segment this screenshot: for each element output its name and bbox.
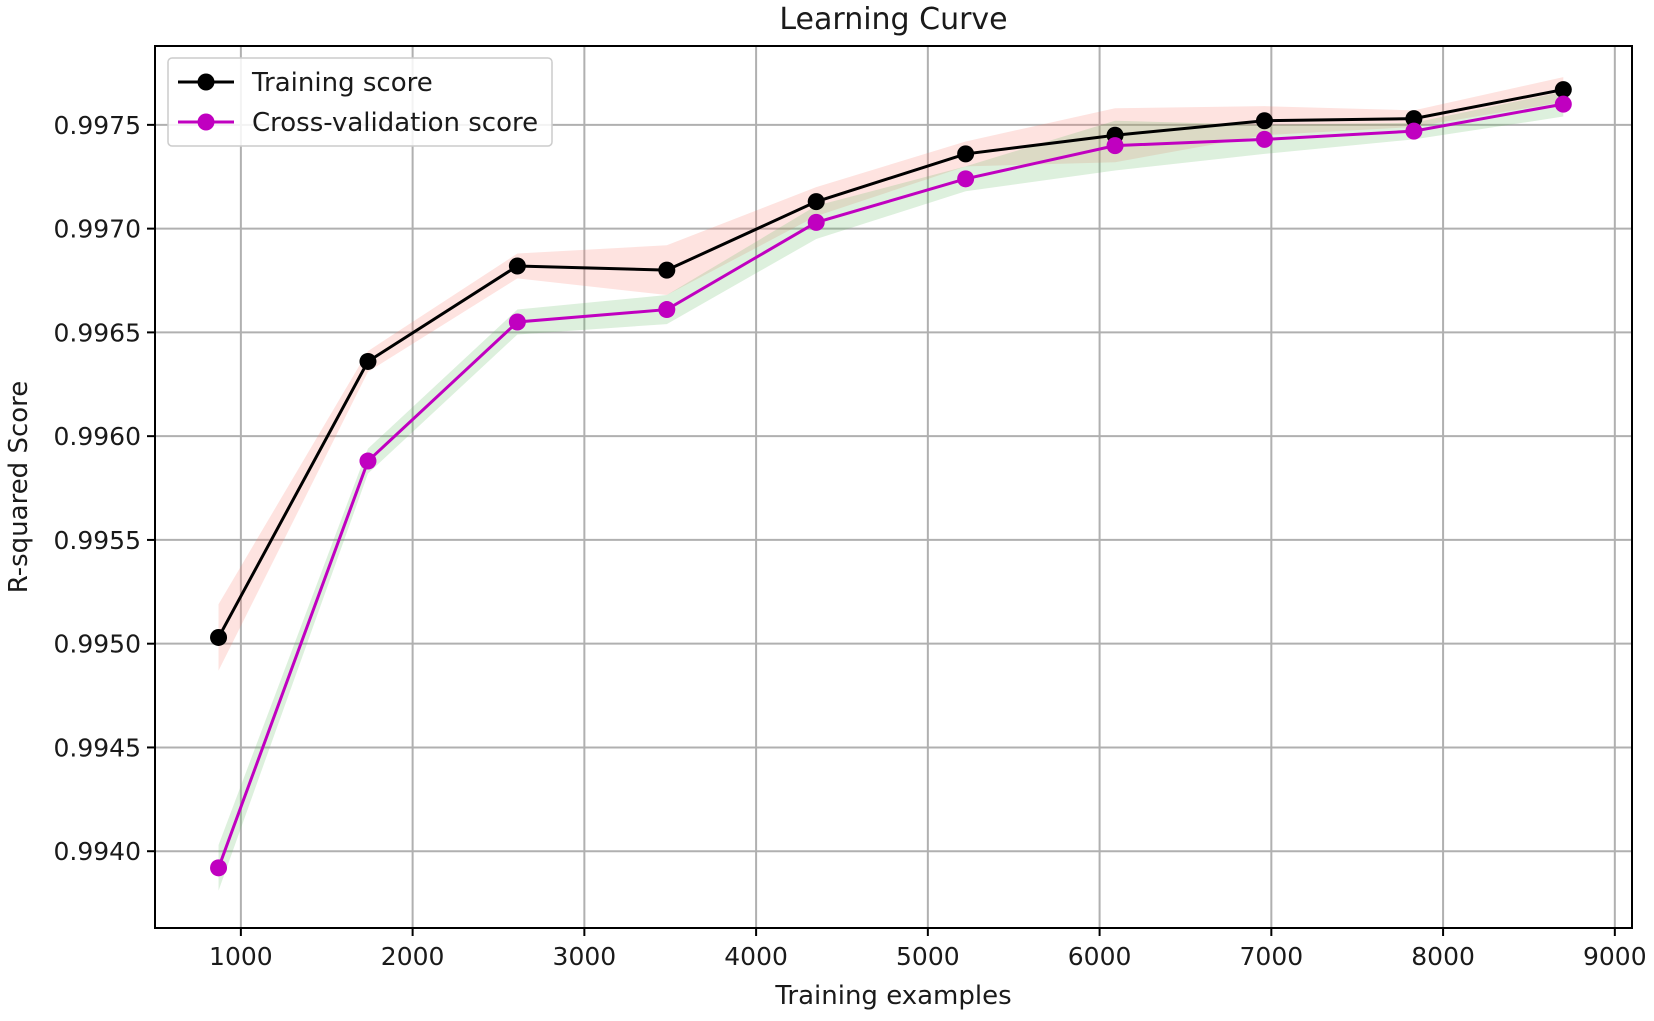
series-lines [217,88,1564,869]
legend-items: Training score Cross-validation score [178,68,538,138]
series-markers [210,81,1572,877]
data-point-training [1255,112,1273,130]
legend-marker-training [197,73,215,91]
y-tick-label: 0.9965 [54,318,141,347]
x-tick-label: 1000 [209,942,273,971]
x-tick-label: 5000 [896,942,960,971]
data-point-training [807,193,825,211]
data-point-training [1554,81,1572,99]
x-tick-label: 9000 [1583,942,1647,971]
legend-box [167,57,553,147]
data-point-cross-validation [658,301,676,319]
data-point-cross-validation [359,452,377,470]
data-point-training [359,352,377,370]
x-axis-label: Training examples [774,981,1011,1011]
legend-label-training: Training score [251,68,433,98]
y-tick-label: 0.9970 [54,215,141,244]
data-point-cross-validation [807,213,825,231]
y-tick-label: 0.9955 [54,526,141,555]
data-point-cross-validation [957,170,975,188]
plot-frame [154,45,1633,929]
data-point-training [1405,110,1423,128]
data-point-cross-validation [210,859,228,877]
y-tick-label: 0.9950 [54,630,141,659]
data-point-cross-validation [1106,137,1124,155]
x-tick-label: 6000 [1068,942,1132,971]
series-line-cross-validation [217,102,1564,869]
series-line-training [217,88,1564,639]
y-axis-label: R-squared Score [4,381,34,594]
data-point-cross-validation [508,313,526,331]
data-point-cross-validation [1554,95,1572,113]
chart-title: Learning Curve [779,2,1007,37]
x-tick-label: 2000 [381,942,445,971]
x-tick-label: 3000 [553,942,617,971]
y-tick-label: 0.9960 [54,422,141,451]
x-tick-label: 7000 [1240,942,1304,971]
data-point-training [957,145,975,163]
legend-marker-cross-validation [197,113,215,131]
y-tick-label: 0.9945 [54,733,141,762]
data-point-training [508,257,526,275]
legend-label-cross-validation: Cross-validation score [252,108,538,138]
grid-lines [155,46,1632,928]
data-point-training [210,628,228,646]
data-point-cross-validation [1405,122,1423,140]
legend: Training score Cross-validation score [167,57,553,147]
data-point-training [658,261,676,279]
y-tick-label: 0.9975 [54,111,141,140]
plot-background [155,46,1632,928]
y-axis-ticks: 0.9940 0.9945 0.9950 0.9955 0.9960 0.9965 0.99… [54,111,155,866]
x-axis-ticks: 1000 2000 3000 4000 5000 6000 7000 8000 9000 [209,928,1647,971]
y-tick-label: 0.9940 [54,837,141,866]
x-tick-label: 4000 [724,942,788,971]
x-tick-label: 8000 [1411,942,1475,971]
data-point-cross-validation [1255,130,1273,148]
